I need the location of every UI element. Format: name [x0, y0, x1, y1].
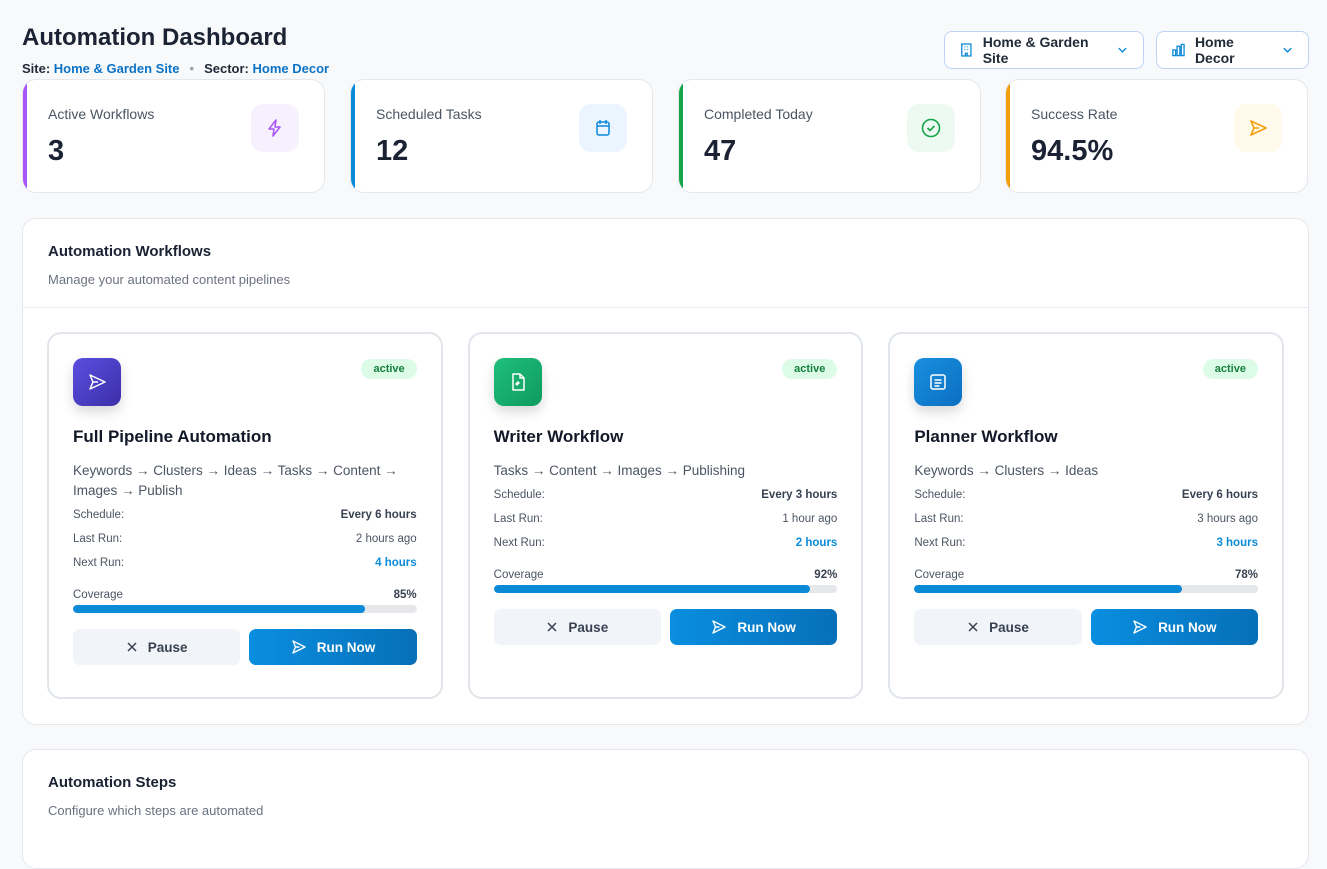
coverage-progress-bar [493, 585, 838, 593]
stat-completed-today: Completed Today 47 [678, 79, 981, 193]
section-title: Automation Workflows [48, 243, 212, 260]
workflow-card: active Planner Workflow Keywords → Clust… [888, 332, 1284, 699]
send-icon [712, 620, 727, 634]
sector-value: Home Decor [252, 61, 330, 76]
status-badge: active [1202, 359, 1258, 379]
building-icon [961, 43, 972, 57]
calendar-icon [579, 104, 627, 152]
pause-button[interactable]: Pause [493, 609, 661, 645]
send-icon [1133, 620, 1147, 634]
sector-selector[interactable]: Home Decor [1156, 31, 1309, 69]
schedule-row: Schedule: Every 3 hours [493, 489, 838, 501]
send-icon [292, 640, 306, 654]
run-now-button[interactable]: Run Now [669, 609, 838, 645]
check-circle-icon [907, 104, 955, 152]
automation-steps-panel: Automation Steps Configure which steps a… [22, 749, 1309, 869]
last-run-row: Last Run: 1 hour ago [493, 513, 838, 525]
close-icon [127, 642, 137, 652]
close-icon [547, 622, 557, 632]
site-value: Home & Garden Site [53, 61, 180, 76]
workflow-steps: Keywords → Clusters → Ideas → Tasks → Co… [73, 463, 398, 498]
coverage-label: Coverage 78% [914, 569, 1258, 581]
next-run-row: Next Run: 2 hours [493, 537, 838, 549]
coverage-progress-bar [914, 585, 1258, 593]
run-now-button[interactable]: Run Now [249, 629, 417, 665]
chevron-down-icon [1118, 47, 1127, 53]
pause-button[interactable]: Pause [914, 609, 1082, 645]
section-subtitle: Manage your automated content pipelines [48, 272, 291, 287]
stat-active-workflows: Active Workflows 3 [22, 79, 325, 193]
site-sector-info: Site: Home & Garden Site • Sector: Home De… [22, 61, 330, 76]
automation-workflows-panel: Automation Workflows Manage your automat… [22, 218, 1309, 725]
stat-scheduled-tasks: Scheduled Tasks 12 [350, 79, 653, 193]
last-run-row: Last Run: 3 hours ago [914, 513, 1258, 525]
close-icon [968, 622, 978, 632]
schedule-row: Schedule: Every 6 hours [914, 489, 1258, 501]
chevron-down-icon [1283, 47, 1292, 53]
last-run-row: Last Run: 2 hours ago [73, 533, 417, 545]
workflow-card: active Writer Workflow Tasks → Content →… [467, 332, 864, 699]
next-run-row: Next Run: 4 hours [73, 557, 417, 569]
workflow-steps: Keywords → Clusters → Ideas [914, 463, 1099, 478]
section-title: Automation Steps [48, 774, 177, 791]
status-badge: active [782, 359, 838, 379]
coverage-progress-bar [73, 605, 417, 613]
next-run-row: Next Run: 3 hours [914, 537, 1258, 549]
site-selector[interactable]: Home & Garden Site [944, 31, 1144, 69]
status-badge: active [361, 359, 417, 379]
list-icon [914, 358, 963, 406]
bolt-icon [251, 104, 299, 152]
coverage-label: Coverage 85% [73, 589, 417, 601]
workflow-name: Full Pipeline Automation [73, 427, 272, 446]
send-icon [73, 358, 121, 406]
workflow-steps: Tasks → Content → Images → Publishing [493, 463, 746, 478]
document-icon [493, 358, 542, 406]
workflow-name: Planner Workflow [914, 427, 1058, 446]
workflow-card: active Full Pipeline Automation Keywords… [47, 332, 443, 699]
coverage-label: Coverage 92% [493, 569, 838, 581]
schedule-row: Schedule: Every 6 hours [73, 509, 417, 521]
workflow-name: Writer Workflow [493, 427, 624, 446]
run-now-button[interactable]: Run Now [1090, 609, 1258, 645]
stat-success-rate: Success Rate 94.5% [1005, 79, 1308, 193]
page-title: Automation Dashboard [22, 24, 288, 51]
pause-button[interactable]: Pause [73, 629, 241, 665]
bar-chart-icon [1172, 43, 1185, 57]
section-subtitle: Configure which steps are automated [48, 803, 264, 818]
send-icon [1234, 104, 1282, 152]
